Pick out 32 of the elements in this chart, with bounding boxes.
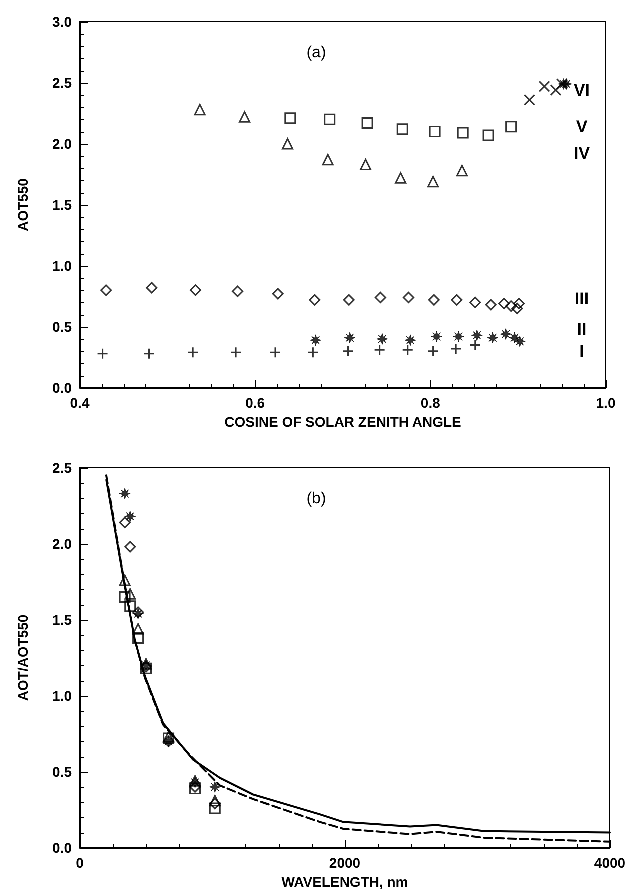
x-tick-label: 0 bbox=[76, 855, 84, 871]
x-tick-label: 2000 bbox=[329, 855, 361, 871]
x-axis-title: COSINE OF SOLAR ZENITH ANGLE bbox=[224, 414, 462, 430]
y-axis-title: AOT/AOT550 bbox=[15, 614, 31, 702]
y-tick-label: 2.0 bbox=[52, 536, 72, 552]
y-tick-label: 0.0 bbox=[52, 840, 72, 856]
text: (b) bbox=[306, 490, 326, 508]
y-tick-label: 0.5 bbox=[52, 764, 72, 780]
series-label: VI bbox=[574, 80, 590, 100]
y-tick-label: 1.0 bbox=[52, 688, 72, 704]
y-tick-label: 2.0 bbox=[52, 136, 72, 152]
y-tick-label: 1.5 bbox=[52, 197, 72, 213]
y-tick-label: 1.0 bbox=[52, 258, 72, 274]
x-tick-label: 4000 bbox=[594, 855, 626, 871]
y-tick-label: 1.5 bbox=[52, 612, 72, 628]
text: III bbox=[574, 289, 590, 308]
text: (a) bbox=[306, 44, 326, 62]
text: II bbox=[577, 320, 587, 339]
y-tick-label: 2.5 bbox=[52, 460, 72, 476]
text: V bbox=[576, 118, 588, 137]
y-tick-label: 0.0 bbox=[52, 380, 72, 396]
x-tick-label: 0.6 bbox=[246, 395, 266, 411]
text: IV bbox=[574, 144, 591, 163]
y-tick-label: 3.0 bbox=[52, 14, 72, 30]
x-tick-label: 0.8 bbox=[420, 395, 441, 411]
text: I bbox=[580, 342, 584, 361]
y-tick-label: 0.5 bbox=[52, 319, 72, 335]
x-axis-title: WAVELENGTH, nm bbox=[282, 874, 408, 890]
y-axis-title: AOT550 bbox=[15, 178, 31, 232]
y-tick-label: 2.5 bbox=[52, 75, 72, 91]
x-tick-label: 0.4 bbox=[70, 395, 90, 411]
x-tick-label: 1.0 bbox=[596, 395, 616, 411]
